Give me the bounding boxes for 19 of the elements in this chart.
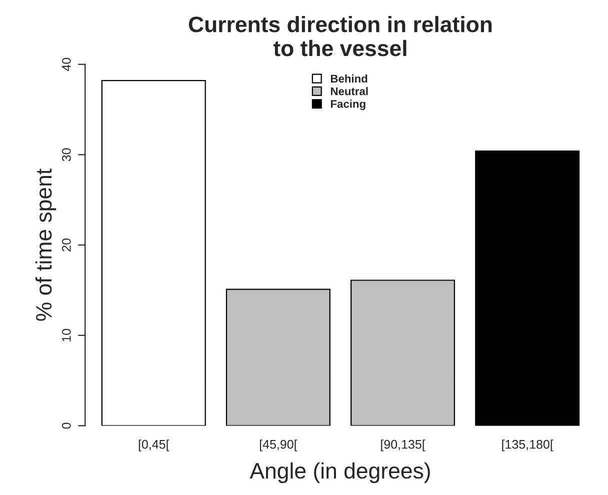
x-tick-label: [0,45[ <box>138 440 170 452</box>
y-axis-title: % of time spent <box>35 168 56 321</box>
y-tick-label: 40 <box>62 58 71 72</box>
bar <box>226 288 330 426</box>
bar <box>101 80 206 426</box>
y-tick-label: 10 <box>62 328 71 342</box>
bar <box>350 280 456 426</box>
x-tick-label: [135,180[ <box>502 440 554 452</box>
x-tick-label: [90,135[ <box>381 440 426 452</box>
x-axis-title: Angle (in degrees) <box>250 462 430 484</box>
y-tick-label: 0 <box>62 422 71 429</box>
bar <box>475 150 580 426</box>
legend-label: Neutral <box>330 87 368 96</box>
chart-title: Currents direction in relation to the vessel <box>188 16 492 56</box>
x-tick-label: [45,90[ <box>260 440 298 452</box>
y-tick-label: 20 <box>62 238 71 252</box>
legend-label: Behind <box>330 74 368 83</box>
y-tick-label: 30 <box>62 148 71 162</box>
legend-label: Facing <box>330 100 366 110</box>
